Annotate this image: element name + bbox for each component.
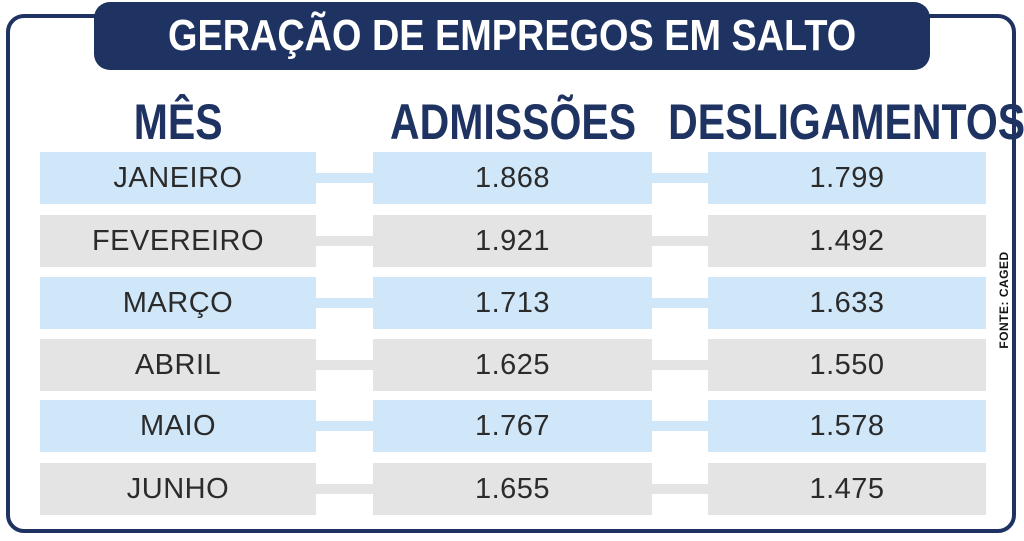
row-connector: [652, 173, 708, 183]
row-connector: [652, 484, 708, 494]
title-banner: GERAÇÃO DE EMPREGOS EM SALTO: [94, 2, 930, 70]
row-connector: [652, 421, 708, 431]
month-cell: JUNHO: [40, 463, 316, 515]
row-connector: [316, 421, 373, 431]
month-cell: ABRIL: [40, 339, 316, 391]
month-cell: FEVEREIRO: [40, 215, 316, 267]
chart-title: GERAÇÃO DE EMPREGOS EM SALTO: [167, 11, 857, 60]
dismissals-cell: 1.475: [708, 463, 986, 515]
table-row: ABRIL 1.625 1.550: [0, 339, 1024, 391]
month-cell: MARÇO: [40, 277, 316, 329]
month-cell: MAIO: [40, 400, 316, 452]
admissions-cell: 1.767: [373, 400, 652, 452]
table-row: JUNHO 1.655 1.475: [0, 463, 1024, 515]
admissions-cell: 1.713: [373, 277, 652, 329]
table-row: MARÇO 1.713 1.633: [0, 277, 1024, 329]
dismissals-cell: 1.550: [708, 339, 986, 391]
row-connector: [316, 173, 373, 183]
column-header-admissions: ADMISSÕES: [389, 94, 637, 150]
month-cell: JANEIRO: [40, 152, 316, 204]
row-connector: [316, 484, 373, 494]
dismissals-cell: 1.633: [708, 277, 986, 329]
table-row: JANEIRO 1.868 1.799: [0, 152, 1024, 204]
row-connector: [652, 360, 708, 370]
row-connector: [316, 298, 373, 308]
dismissals-cell: 1.492: [708, 215, 986, 267]
column-header-month: MÊS: [133, 94, 223, 150]
row-connector: [652, 236, 708, 246]
dismissals-cell: 1.799: [708, 152, 986, 204]
column-header-dismissals: DESLIGAMENTOS: [668, 94, 1024, 150]
admissions-cell: 1.868: [373, 152, 652, 204]
source-note: FONTE: CAGED: [997, 251, 1011, 349]
admissions-cell: 1.625: [373, 339, 652, 391]
row-connector: [316, 236, 373, 246]
dismissals-cell: 1.578: [708, 400, 986, 452]
admissions-cell: 1.655: [373, 463, 652, 515]
table-row: FEVEREIRO 1.921 1.492: [0, 215, 1024, 267]
row-connector: [652, 298, 708, 308]
admissions-cell: 1.921: [373, 215, 652, 267]
table-row: MAIO 1.767 1.578: [0, 400, 1024, 452]
row-connector: [316, 360, 373, 370]
